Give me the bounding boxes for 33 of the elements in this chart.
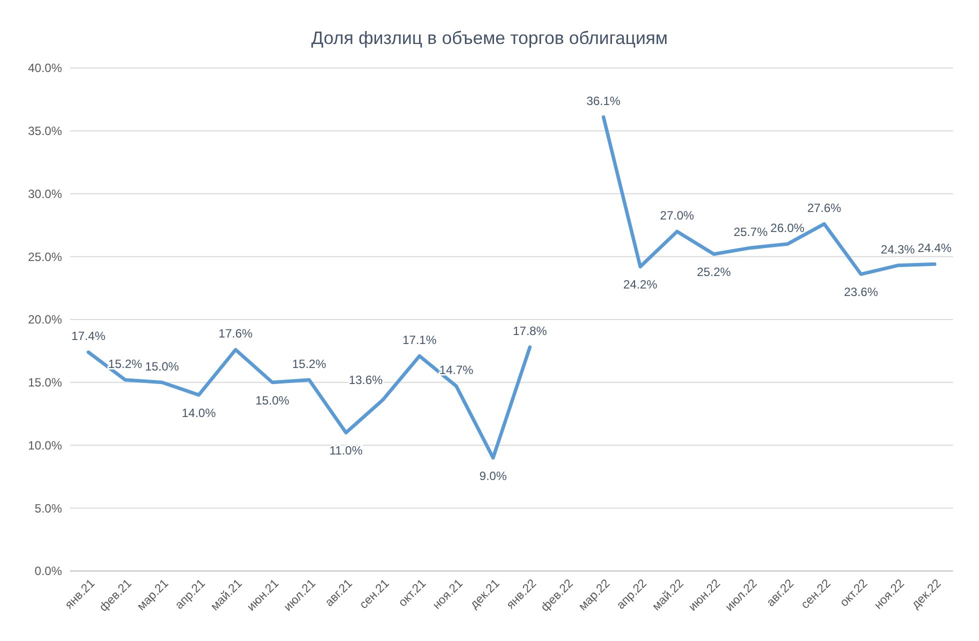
y-tick-label: 5.0% xyxy=(34,501,62,516)
y-tick-label: 35.0% xyxy=(28,124,62,138)
y-tick-label: 40.0% xyxy=(28,61,62,76)
data-label: 27.0% xyxy=(660,208,694,222)
y-tick-label: 15.0% xyxy=(28,376,62,390)
data-label: 15.2% xyxy=(108,356,143,371)
data-label: 24.2% xyxy=(623,278,658,292)
data-label: 15.0% xyxy=(255,393,290,408)
y-tick-label: 25.0% xyxy=(28,250,62,264)
data-label: 9.0% xyxy=(479,468,508,483)
y-tick-label: 0.0% xyxy=(34,564,62,578)
data-label: 11.0% xyxy=(329,444,363,458)
data-label: 17.6% xyxy=(218,326,253,341)
data-label: 23.6% xyxy=(844,285,878,300)
data-label: 24.3% xyxy=(880,242,916,256)
data-label: 36.1% xyxy=(586,94,621,108)
chart-title: Доля физлиц в объеме торгов облигациям xyxy=(311,28,668,48)
y-tick-label: 20.0% xyxy=(28,312,62,327)
data-label: 14.0% xyxy=(182,406,216,420)
data-label: 25.7% xyxy=(734,224,768,239)
data-label: 14.7% xyxy=(439,363,474,378)
data-label: 15.0% xyxy=(144,359,180,374)
y-tick-label: 10.0% xyxy=(28,438,62,452)
data-label: 25.2% xyxy=(696,265,732,280)
data-label: 13.6% xyxy=(348,372,384,387)
data-label: 17.1% xyxy=(402,332,437,347)
y-tick-label: 30.0% xyxy=(28,186,62,201)
data-label: 27.6% xyxy=(807,200,842,215)
data-label: 17.8% xyxy=(512,324,548,338)
data-label: 17.4% xyxy=(71,329,106,344)
data-label: 15.2% xyxy=(292,356,326,371)
data-label: 26.0% xyxy=(770,221,805,236)
data-label: 24.4% xyxy=(918,241,952,256)
